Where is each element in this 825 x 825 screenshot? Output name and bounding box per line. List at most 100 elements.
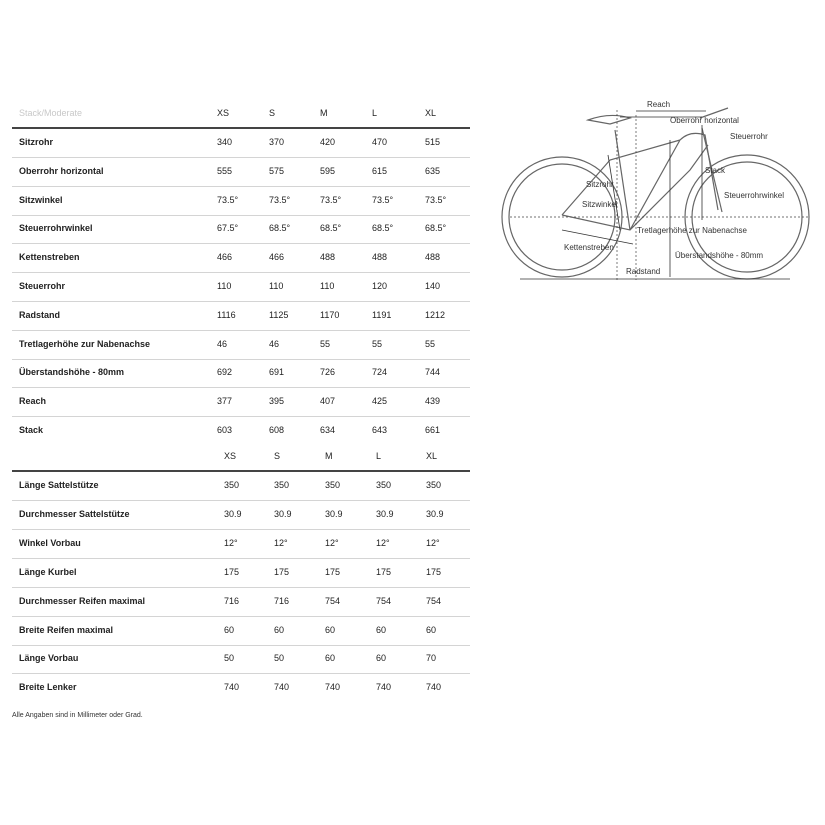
column-header-l: L [372, 108, 378, 118]
cell-value: 46 [269, 338, 280, 349]
cell-value: 140 [425, 281, 441, 291]
row-label: Sitzrohr [19, 137, 54, 147]
cell-value: 73.5° [425, 194, 447, 205]
cell-value: 716 [224, 595, 240, 606]
cell-value: 67.5° [217, 223, 239, 234]
handlebar [699, 107, 729, 119]
row-label: Reach [19, 396, 47, 407]
cell-value: 50 [274, 653, 285, 664]
column-header-xl: XL [425, 108, 437, 118]
cell-value: 68.5° [320, 223, 342, 234]
column-header-s: S [269, 108, 276, 118]
cell-value: 12° [224, 537, 238, 548]
column-header-xs: XS [224, 451, 237, 461]
cell-value: 740 [325, 682, 341, 693]
cell-value: 60 [224, 624, 235, 635]
label-tretlager: Tretlagerhöhe zur Nabenachse [637, 226, 747, 235]
cell-value: 30.9 [376, 508, 394, 519]
cell-value: 744 [425, 367, 441, 378]
cell-value: 350 [376, 480, 392, 490]
row-label: Sitzwinkel [19, 194, 63, 205]
cell-value: 110 [269, 281, 284, 291]
cell-value: 68.5° [269, 223, 291, 234]
cell-value: 68.5° [372, 223, 394, 234]
cell-value: 1212 [425, 309, 446, 320]
row-divider [12, 272, 470, 274]
header-divider [12, 470, 470, 472]
row-label: Steuerrohrwinkel [19, 223, 93, 234]
cell-value: 110 [320, 281, 335, 291]
row-label: Länge Vorbau [19, 653, 79, 664]
fork [701, 127, 723, 213]
cell-value: 30.9 [426, 508, 444, 519]
cell-value: 46 [217, 338, 228, 349]
row-label: Kettenstreben [19, 252, 80, 263]
cell-value: 1125 [269, 309, 289, 320]
table-corner-label: Stack/Moderate [19, 108, 83, 118]
cell-value: 488 [320, 252, 336, 263]
row-divider [12, 214, 470, 216]
cell-value: 488 [425, 252, 441, 263]
cell-value: 692 [217, 367, 233, 378]
cell-value: 555 [217, 165, 233, 176]
cell-value: 466 [269, 252, 285, 263]
row-label: Länge Sattelstütze [19, 480, 99, 490]
row-divider [12, 615, 470, 617]
cell-value: 643 [372, 425, 388, 435]
cell-value: 350 [274, 480, 290, 490]
cell-value: 1170 [320, 309, 340, 320]
cell-value: 407 [320, 396, 336, 407]
cell-value: 50 [224, 653, 235, 664]
row-divider [12, 586, 470, 588]
cell-value: 740 [274, 682, 290, 693]
cell-value: 661 [425, 425, 441, 435]
cell-value: 175 [274, 566, 290, 577]
cell-value: 55 [320, 338, 331, 349]
cell-value: 12° [274, 537, 288, 548]
cell-value: 439 [425, 396, 441, 407]
row-divider [12, 500, 470, 501]
cell-value: 740 [376, 682, 392, 693]
label-kettenstreben: Kettenstreben [564, 243, 614, 252]
label-steuerrohr: Steuerrohr [730, 132, 768, 141]
row-label: Oberrohr horizontal [19, 165, 104, 176]
label-radstand: Radstand [626, 267, 661, 276]
label-stack: Stack [705, 166, 726, 175]
cell-value: 60 [274, 624, 285, 635]
row-label: Überstandshöhe - 80mm [19, 367, 125, 378]
cell-value: 12° [426, 537, 440, 548]
cell-value: 55 [372, 338, 383, 349]
row-label: Durchmesser Reifen maximal [19, 595, 146, 606]
row-divider [12, 416, 470, 418]
cell-value: 120 [372, 281, 388, 291]
row-divider [12, 644, 470, 646]
cell-value: 55 [425, 338, 436, 349]
row-label: Stack [19, 425, 44, 435]
cell-value: 60 [325, 653, 336, 664]
column-header-m: M [320, 108, 328, 118]
row-label: Länge Kurbel [19, 566, 77, 577]
cell-value: 70 [426, 653, 437, 664]
cell-value: 60 [376, 624, 387, 635]
cell-value: 466 [217, 252, 233, 263]
row-divider [12, 157, 470, 158]
cell-value: 73.5° [217, 194, 239, 205]
cell-value: 340 [217, 137, 233, 147]
label-reach: Reach [647, 100, 671, 109]
row-label: Radstand [19, 309, 61, 320]
cell-value: 740 [224, 682, 240, 693]
row-divider [12, 673, 470, 675]
column-header-m: M [325, 451, 333, 461]
cell-value: 350 [325, 480, 341, 490]
cell-value: 754 [325, 595, 341, 606]
cell-value: 73.5° [269, 194, 291, 205]
cell-value: 608 [269, 425, 285, 435]
cell-value: 73.5° [320, 194, 342, 205]
row-label: Winkel Vorbau [19, 537, 81, 548]
cell-value: 110 [217, 281, 232, 291]
row-label: Tretlagerhöhe zur Nabenachse [19, 338, 151, 349]
cell-value: 370 [269, 137, 285, 147]
bike-geometry-diagram [501, 107, 810, 280]
cell-value: 754 [376, 595, 392, 606]
label-ueberstand: Überstandshöhe - 80mm [675, 251, 764, 260]
